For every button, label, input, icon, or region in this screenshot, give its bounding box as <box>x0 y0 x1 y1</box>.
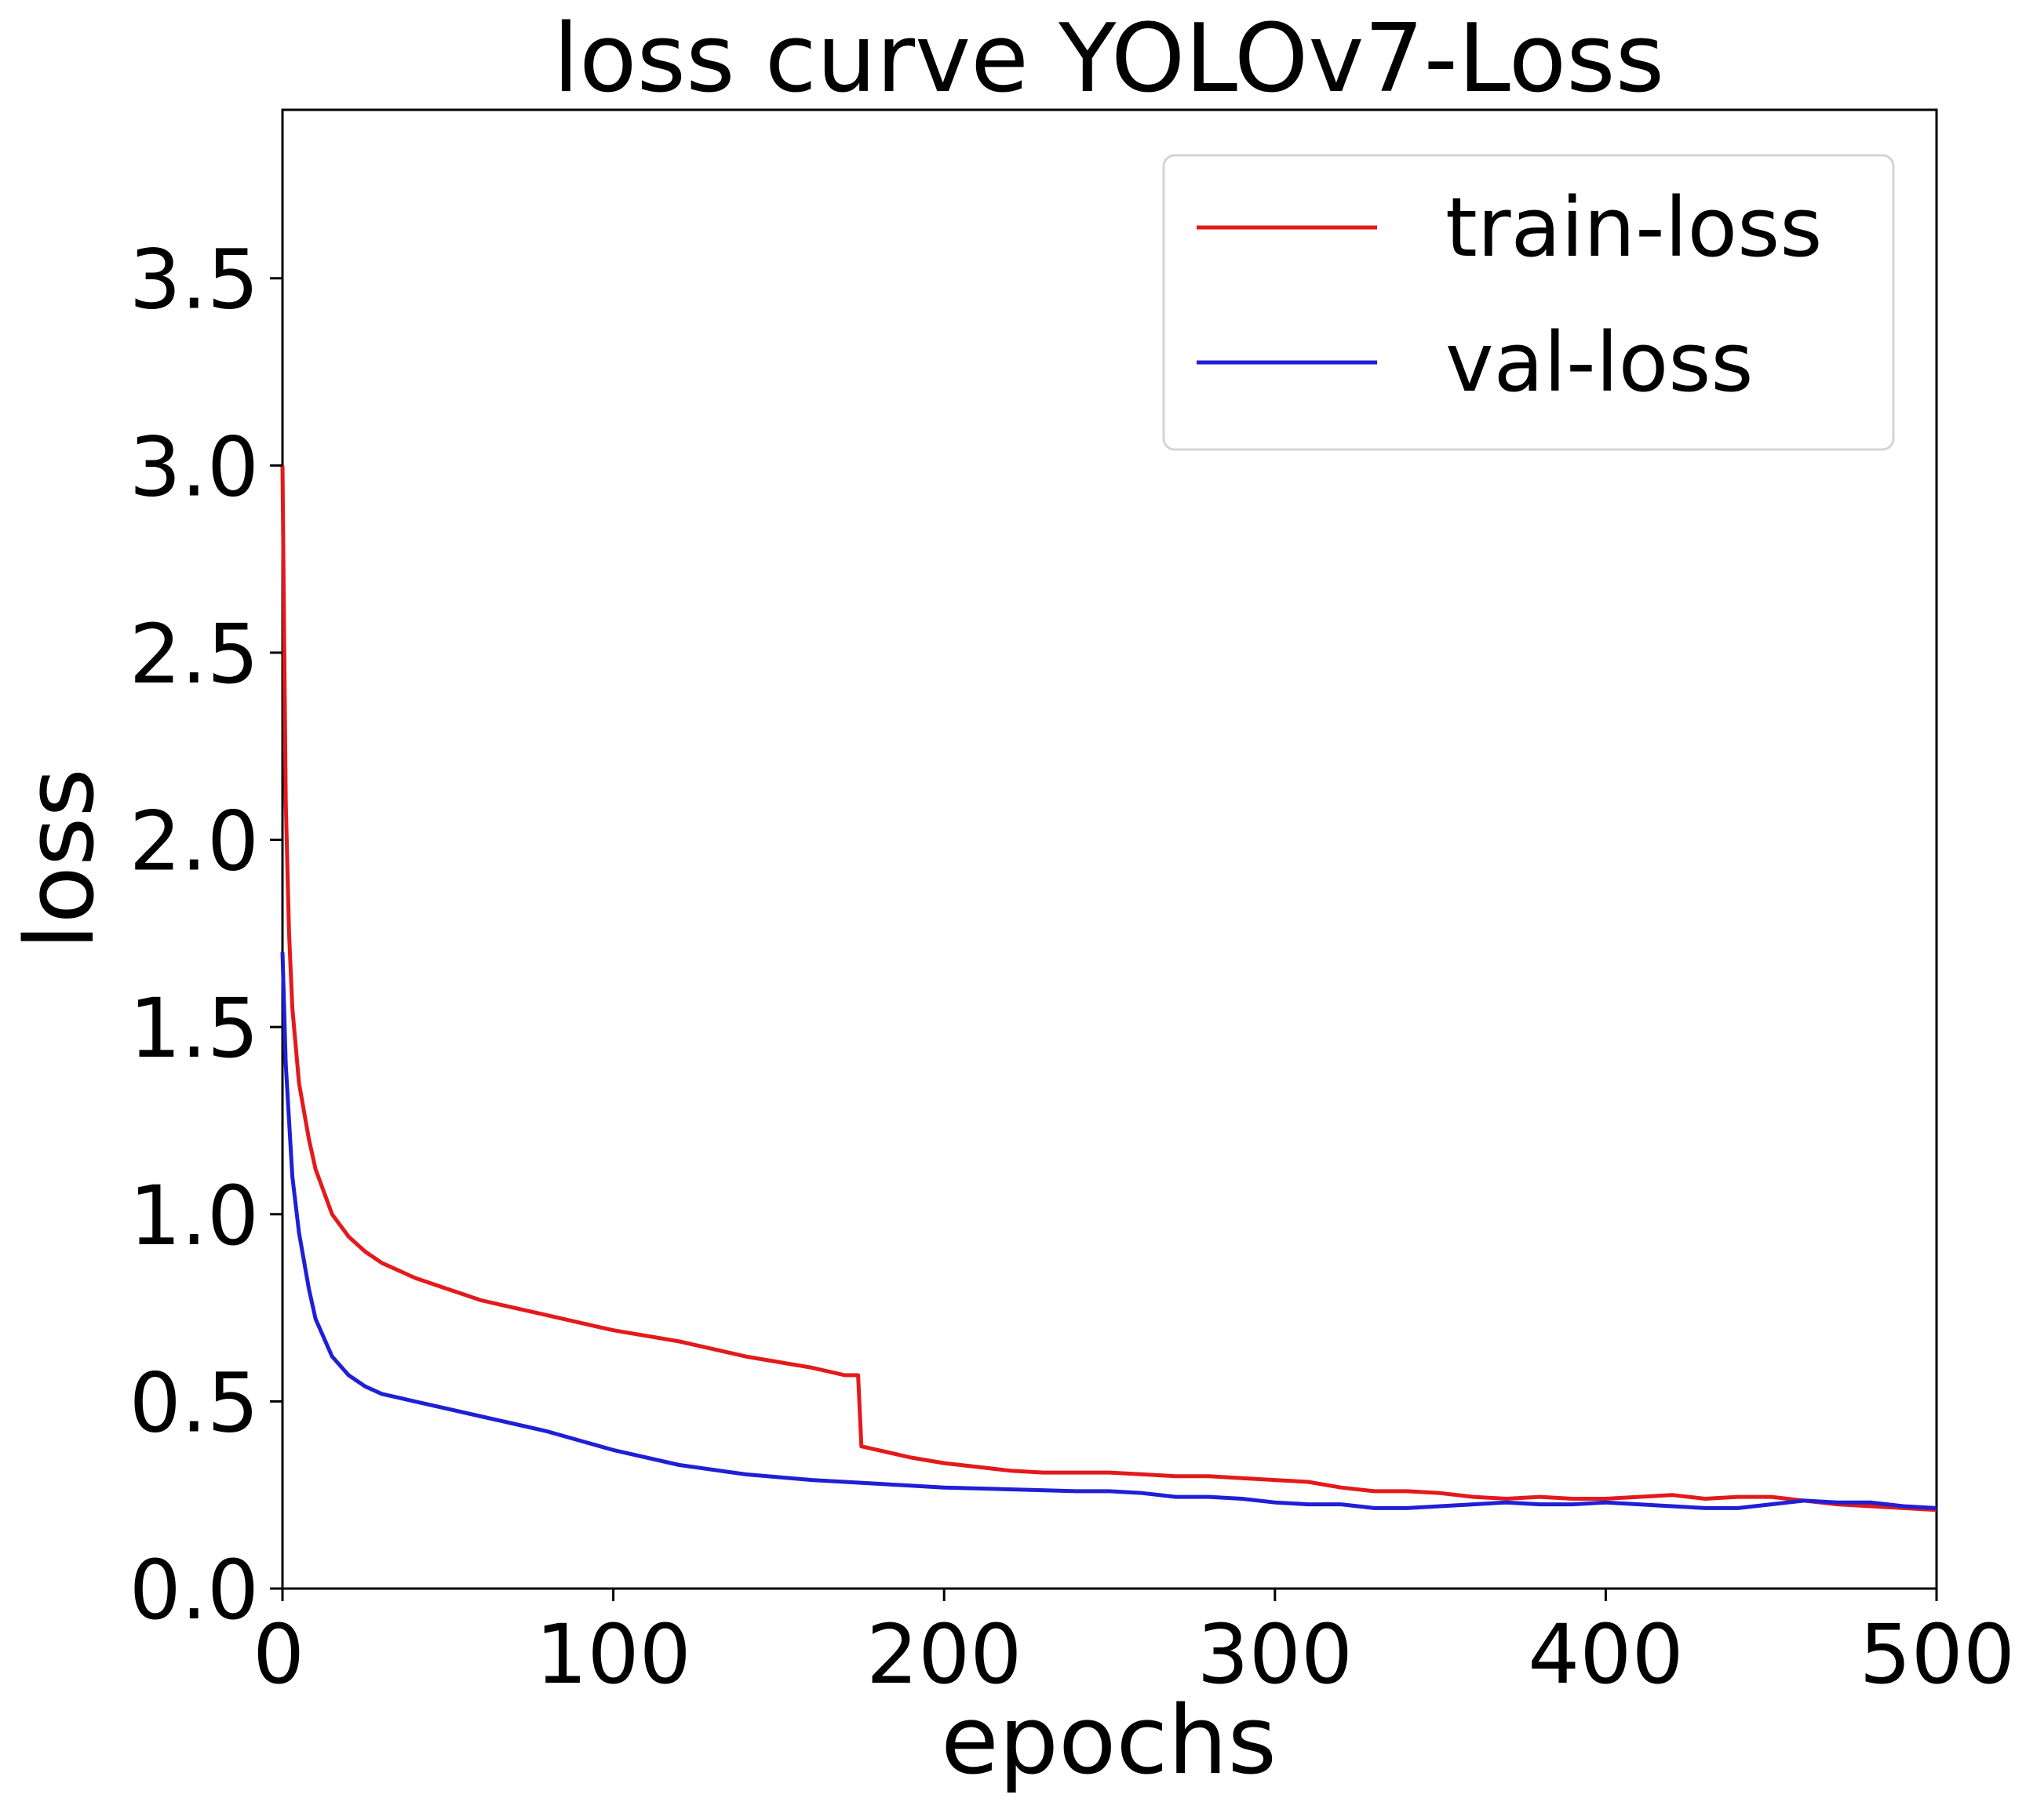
legend: train-loss val-loss <box>1162 154 1895 451</box>
y-tick-label: 2.5 <box>129 606 259 702</box>
chart-title: loss curve YOLOv7-Loss <box>553 5 1664 114</box>
y-tick-label: 0.5 <box>129 1355 259 1451</box>
x-axis-label: epochs <box>941 1687 1277 1796</box>
x-tick-label: 500 <box>1859 1607 2015 1702</box>
series-layer <box>280 465 1937 1512</box>
x-tick-label: 200 <box>866 1607 1022 1702</box>
plot-area <box>280 108 1938 1590</box>
x-tick-label: 0 <box>253 1607 304 1702</box>
legend-label-train-loss: train-loss <box>1445 180 1823 275</box>
legend-label-val-loss: val-loss <box>1445 315 1754 410</box>
plot-frame <box>281 108 1938 1590</box>
x-axis-ticks: 0 100 200 300 400 500 <box>253 1589 2015 1702</box>
y-tick-label: 3.0 <box>129 419 259 515</box>
y-axis-ticks: 0.0 0.5 1.0 1.5 2.0 2.5 3.0 3.5 <box>129 232 282 1638</box>
y-tick-label: 2.0 <box>129 794 259 890</box>
series-line-val-loss <box>280 952 1937 1510</box>
x-tick-label: 400 <box>1528 1607 1684 1702</box>
series-line-train-loss <box>280 465 1937 1512</box>
x-tick-label: 100 <box>535 1607 691 1702</box>
y-tick-label: 3.5 <box>129 232 259 328</box>
y-tick-label: 1.5 <box>129 981 259 1076</box>
y-axis-label: loss <box>6 768 115 950</box>
y-tick-label: 1.0 <box>129 1168 259 1264</box>
x-tick-label: 300 <box>1197 1607 1354 1702</box>
y-tick-label: 0.0 <box>129 1542 259 1638</box>
